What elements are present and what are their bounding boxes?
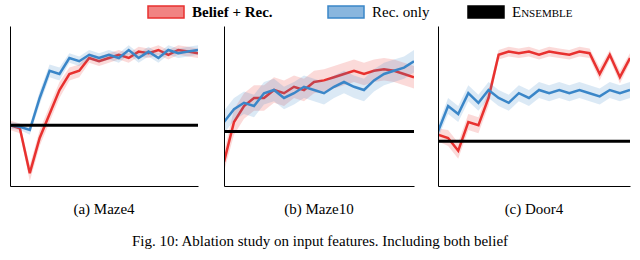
series-line — [438, 90, 630, 132]
x-axis — [11, 186, 199, 187]
y-axis — [10, 27, 11, 187]
axis-line — [224, 27, 225, 187]
axis-line — [438, 27, 439, 187]
series-line — [438, 140, 630, 143]
axis-line — [439, 186, 631, 187]
legend-item: Ensemble — [468, 4, 573, 20]
series-line — [10, 50, 198, 130]
legend-label: Ensemble — [512, 4, 573, 20]
x-axis — [439, 186, 631, 187]
legend-swatch — [468, 6, 504, 18]
figure: Belief + Rec. Rec. only Ensemble (a) Maze4 (… — [0, 0, 640, 260]
axis-line — [225, 186, 415, 187]
panel-title: (a) Maze4 — [73, 201, 135, 218]
series-line — [10, 124, 198, 127]
series-line — [224, 61, 414, 122]
legend: Belief + Rec. Rec. only Ensemble — [148, 4, 573, 20]
panel: (b) Maze10 — [224, 27, 415, 219]
caption: Fig. 10: Ablation study on input feature… — [132, 233, 508, 249]
legend-swatch — [148, 6, 184, 18]
axis-line — [11, 186, 199, 187]
legend-label: Belief + Rec. — [192, 4, 273, 20]
panel: (c) Door4 — [438, 27, 631, 219]
y-axis — [438, 27, 439, 187]
plot-area — [438, 47, 630, 159]
legend-item: Belief + Rec. — [148, 4, 273, 20]
panel-title: (b) Maze10 — [284, 201, 354, 218]
plot-area — [10, 45, 198, 181]
plot-area — [224, 50, 414, 172]
legend-label: Rec. only — [372, 4, 430, 20]
panel-title: (c) Door4 — [505, 201, 564, 218]
error-band — [438, 47, 630, 159]
legend-item: Rec. only — [328, 4, 430, 20]
series-line — [10, 50, 198, 173]
series-line — [224, 130, 414, 133]
axis-line — [10, 27, 11, 187]
error-band — [438, 82, 630, 138]
panel: (a) Maze4 — [10, 27, 199, 219]
series-line — [438, 52, 630, 151]
error-band — [10, 45, 198, 181]
x-axis — [225, 186, 415, 187]
y-axis — [224, 27, 225, 187]
legend-swatch — [328, 6, 364, 18]
error-band — [10, 45, 198, 135]
error-band — [224, 50, 414, 133]
